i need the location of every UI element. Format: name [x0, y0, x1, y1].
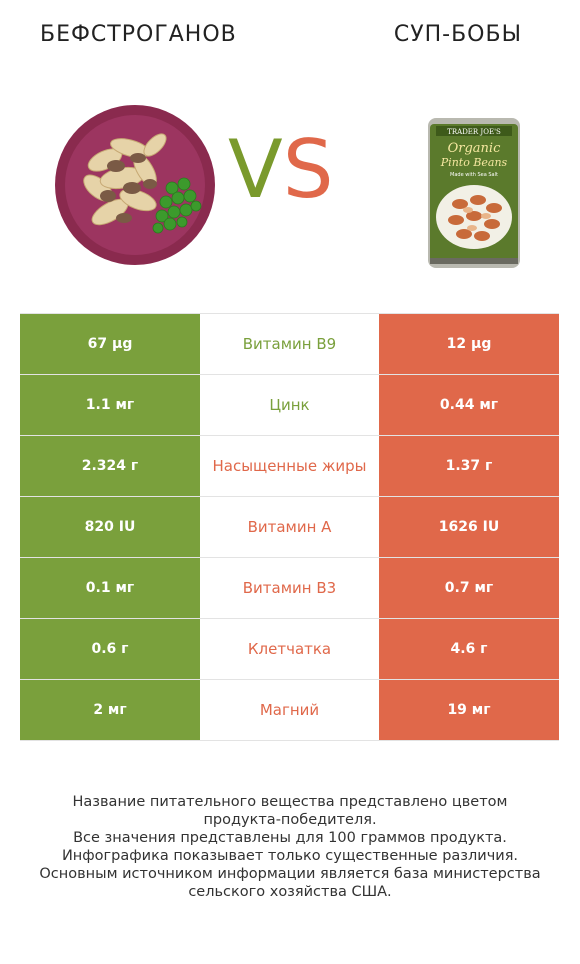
- vs-label: VS: [228, 123, 334, 216]
- left-value-cell: 0.6 г: [20, 619, 200, 679]
- right-value-cell: 0.44 мг: [379, 375, 559, 435]
- left-value-cell: 820 IU: [20, 497, 200, 557]
- table-row: 2.324 г Насыщенные жиры 1.37 г: [20, 436, 559, 497]
- nutrient-name-cell: Витамин A: [200, 497, 379, 557]
- footnote-line: Название питательного вещества представл…: [72, 794, 508, 810]
- table-row: 0.1 мг Витамин B3 0.7 мг: [20, 558, 559, 619]
- can-pinto-beans-text: Pinto Beans: [440, 156, 508, 169]
- left-value-cell: 67 µg: [20, 314, 200, 374]
- right-value-cell: 4.6 г: [379, 619, 559, 679]
- can-organic-text: Organic: [448, 141, 501, 156]
- nutrient-comparison-table: 67 µg Витамин B9 12 µg 1.1 мг Цинк 0.44 мг 2.3…: [20, 313, 559, 741]
- footnote-line: Все значения представлены для 100 граммо…: [73, 830, 507, 846]
- table-row: 820 IU Витамин A 1626 IU: [20, 497, 559, 558]
- footnote-line: продукта-победителя.: [203, 812, 377, 828]
- footnote-line: сельского хозяйства США.: [188, 884, 392, 900]
- beef-stroganoff-image: [55, 105, 215, 265]
- right-value-cell: 12 µg: [379, 314, 559, 374]
- nutrient-name-cell: Насыщенные жиры: [200, 436, 379, 496]
- table-row: 2 мг Магний 19 мг: [20, 680, 559, 741]
- nutrient-name-cell: Витамин B3: [200, 558, 379, 618]
- can-brand-text: TRADER JOE'S: [447, 128, 501, 136]
- footnote-line: Инфографика показывает только существенн…: [61, 848, 519, 864]
- right-value-cell: 1626 IU: [379, 497, 559, 557]
- right-value-cell: 19 мг: [379, 680, 559, 740]
- footnote-line: Основным источником информации является …: [39, 866, 541, 882]
- left-value-cell: 2 мг: [20, 680, 200, 740]
- right-value-cell: 1.37 г: [379, 436, 559, 496]
- table-row: 0.6 г Клетчатка 4.6 г: [20, 619, 559, 680]
- left-value-cell: 0.1 мг: [20, 558, 200, 618]
- can-subtitle-text: Made with Sea Salt: [450, 172, 498, 178]
- right-value-cell: 0.7 мг: [379, 558, 559, 618]
- table-row: 67 µg Витамин B9 12 µg: [20, 313, 559, 375]
- left-value-cell: 2.324 г: [20, 436, 200, 496]
- pinto-beans-can-image: TRADER JOE'S Organic Pinto Beans Made wi…: [428, 118, 520, 268]
- right-food-title: СУП-БОБЫ: [393, 22, 522, 47]
- left-food-title: БЕФСТРОГАНОВ: [40, 22, 237, 47]
- table-row: 1.1 мг Цинк 0.44 мг: [20, 375, 559, 436]
- nutrient-name-cell: Магний: [200, 680, 379, 740]
- footnote: Название питательного вещества представл…: [20, 793, 560, 901]
- left-value-cell: 1.1 мг: [20, 375, 200, 435]
- nutrient-name-cell: Клетчатка: [200, 619, 379, 679]
- nutrient-name-cell: Витамин B9: [200, 314, 379, 374]
- nutrient-name-cell: Цинк: [200, 375, 379, 435]
